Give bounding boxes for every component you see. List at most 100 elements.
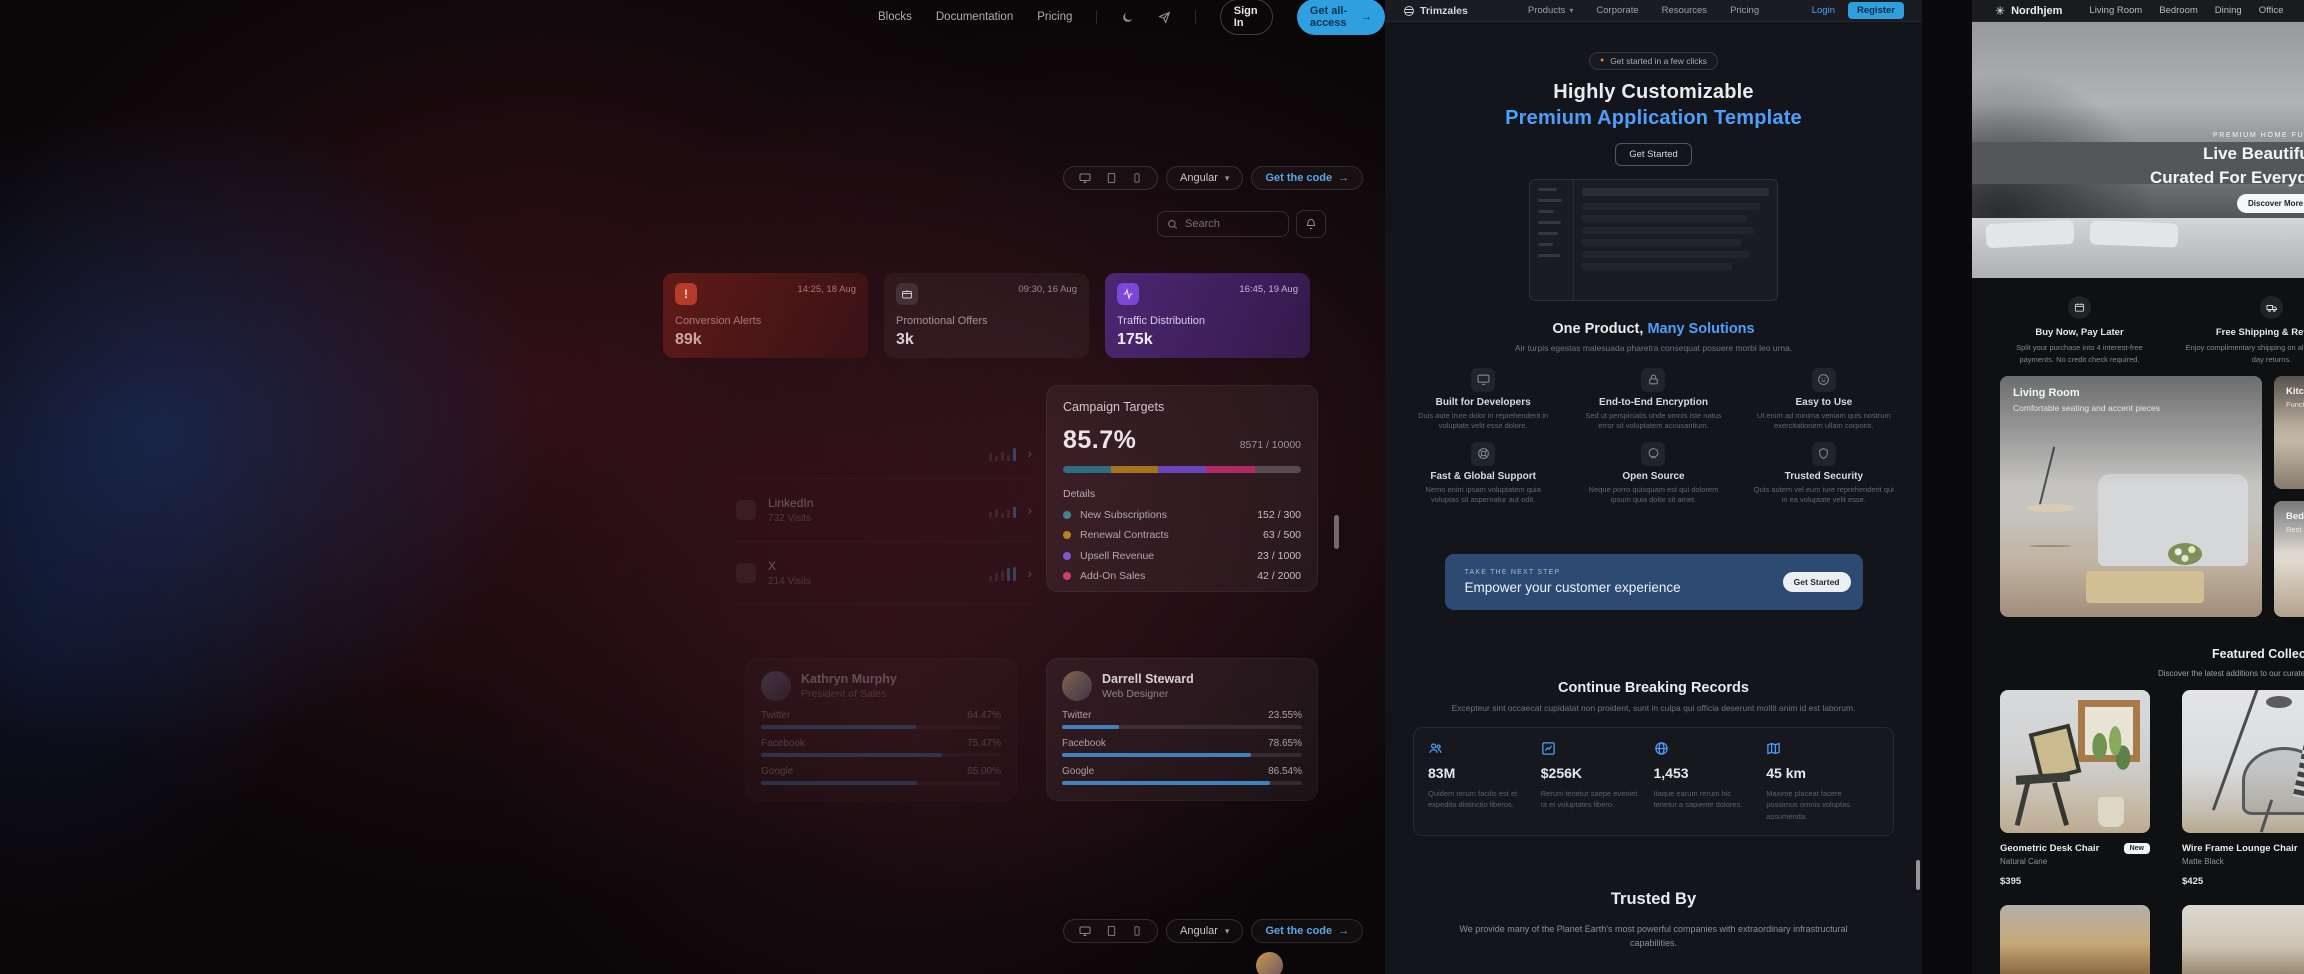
list-item-x[interactable]: X 214 Visits › xyxy=(736,542,1032,605)
metric-row: Twitter 64.47% xyxy=(761,710,1001,729)
product-photo-partial[interactable] xyxy=(2182,905,2304,974)
stat-card-title: Traffic Distribution xyxy=(1117,315,1206,327)
nav-link-living-room[interactable]: Living Room xyxy=(2089,5,2143,16)
campaign-row: New Subscriptions 152 / 300 xyxy=(1063,509,1301,521)
device-toggle-group[interactable] xyxy=(1063,919,1158,943)
feature-desc: Neque porro quisquam est qui dolorem ips… xyxy=(1588,484,1719,505)
lifebuoy-icon xyxy=(1471,441,1496,466)
campaign-row-value: 152 / 300 xyxy=(1257,508,1301,521)
framework-label: Angular xyxy=(1180,925,1218,937)
stats-card: 83M Quidem rerum facilis est et expedita… xyxy=(1413,726,1894,837)
card-icon xyxy=(2068,296,2091,319)
get-the-code-button[interactable]: Get the code → xyxy=(1251,166,1364,190)
product-photo-partial[interactable] xyxy=(2000,905,2150,974)
feature-title: Open Source xyxy=(1622,470,1685,482)
nav-link-corporate[interactable]: Corporate xyxy=(1596,5,1639,16)
preview-controls-bottom: Angular ▾ Get the code → xyxy=(1063,919,1364,943)
category-tile-kitchen[interactable]: Kitchen Functional essentials xyxy=(2274,376,2304,489)
nav-link-office[interactable]: Office xyxy=(2258,5,2284,16)
stat-count: 1,453 Itaque earum rerum hic tenetur a s… xyxy=(1654,741,1767,823)
list-item[interactable]: › xyxy=(736,428,1032,479)
campaign-row-value: 23 / 1000 xyxy=(1257,549,1301,562)
dark-mode-moon-icon[interactable] xyxy=(1121,11,1134,24)
logo-mark-icon: ◎ xyxy=(1803,972,1813,974)
get-all-access-button[interactable]: Get all-access → xyxy=(1296,0,1385,35)
nav-link-pricing[interactable]: Pricing xyxy=(1730,5,1760,16)
nav-link-products[interactable]: Products ▾ xyxy=(1527,5,1574,16)
feature-title: Fast & Global Support xyxy=(1430,470,1536,482)
hero-title-line2: Premium Application Template xyxy=(1505,106,1802,129)
framework-dropdown[interactable]: Angular ▾ xyxy=(1166,166,1244,190)
tile-shade xyxy=(2274,376,2304,489)
lock-icon xyxy=(1641,367,1666,392)
register-button[interactable]: Register xyxy=(1847,2,1904,19)
stat-desc: Itaque earum rerum hic tenetur a sapient… xyxy=(1653,788,1743,810)
hero-section: ● Get started in a few clicks Highly Cus… xyxy=(1385,49,1922,166)
nav-link-bedroom[interactable]: Bedroom xyxy=(2159,5,2198,16)
feature-support: Fast & Global Support Nemo enim ipsam vo… xyxy=(1405,441,1561,506)
list-item-linkedin[interactable]: LinkedIn 732 Visits › xyxy=(736,479,1032,542)
tile-shade xyxy=(2274,501,2304,617)
notifications-button[interactable] xyxy=(1296,210,1326,238)
feature-open-source: Open Source Neque porro quisquam est qui… xyxy=(1575,441,1731,506)
feature-title: Easy to Use xyxy=(1795,396,1853,408)
pillow-shape xyxy=(2089,220,2179,248)
sign-in-button[interactable]: Sign In xyxy=(1219,0,1273,35)
framework-dropdown[interactable]: Angular ▾ xyxy=(1166,919,1244,943)
map-icon xyxy=(1766,741,1879,756)
category-tile-living-room[interactable]: Living Room Comfortable seating and acce… xyxy=(2000,376,2262,617)
product-name: Wire Frame Lounge Chair xyxy=(2182,843,2298,854)
login-link[interactable]: Login xyxy=(1811,5,1835,16)
trimzales-brand[interactable]: Trimzales xyxy=(1403,5,1468,17)
send-icon[interactable] xyxy=(1158,11,1171,24)
feature-grid: Built for Developers Duis aute irure dol… xyxy=(1405,367,1902,506)
search-input[interactable]: Search xyxy=(1157,211,1289,237)
pot-shape xyxy=(2098,797,2124,827)
nav-link-blocks[interactable]: Blocks xyxy=(878,11,912,23)
nav-link-pricing[interactable]: Pricing xyxy=(1037,11,1073,23)
metric-value: 86.54% xyxy=(1268,766,1302,777)
dashboard-search-row: Search xyxy=(1157,210,1326,238)
nav-link-documentation[interactable]: Documentation xyxy=(935,11,1014,23)
stat-card-value: 89k xyxy=(675,331,702,348)
chevron-right-icon: › xyxy=(1027,502,1032,518)
stat-card-alerts[interactable]: ! 14:25, 18 Aug Conversion Alerts 89k xyxy=(663,273,868,358)
desktop-icon xyxy=(1079,926,1091,936)
device-toggle-group[interactable] xyxy=(1063,166,1158,190)
spark-icon: ● xyxy=(1599,57,1605,64)
solutions-subtitle: Air turpis egestas malesuada pharetra co… xyxy=(1514,342,1793,353)
stat-card-traffic-distribution[interactable]: 16:45, 19 Aug Traffic Distribution 175k xyxy=(1105,273,1310,358)
scrollbar-thumb[interactable] xyxy=(1334,515,1339,549)
cta-get-started-button[interactable]: Get Started xyxy=(1782,571,1851,592)
nav-link-resources[interactable]: Resources xyxy=(1661,5,1708,16)
get-started-button[interactable]: Get Started xyxy=(1615,142,1692,166)
search-icon xyxy=(1168,219,1178,229)
hero-photo: PREMIUM HOME FURNITURE Live Beautifully,… xyxy=(1972,22,2304,278)
metric-label: Google xyxy=(761,766,794,777)
product-card-geometric-desk-chair[interactable]: Geometric Desk Chair New Natural Cane $3… xyxy=(2000,690,2150,887)
stat-desc: Maxime placeat facere possimus omnis vol… xyxy=(1766,788,1851,821)
discover-more-button[interactable]: Discover More xyxy=(2237,194,2304,213)
metric-row: Google 86.54% xyxy=(1062,766,1302,785)
avatar xyxy=(761,671,791,701)
stat-card-promotional-offers[interactable]: 09:30, 16 Aug Promotional Offers 3k xyxy=(884,273,1089,358)
nordhjem-brand[interactable]: ✳ Nordhjem xyxy=(1995,4,2062,18)
nav-link-dining[interactable]: Dining xyxy=(2214,5,2242,16)
stat-desc: Quidem rerum facilis est et expedita dis… xyxy=(1428,788,1518,810)
get-the-code-button[interactable]: Get the code → xyxy=(1251,919,1364,943)
product-card-wire-frame-lounge-chair[interactable]: Wire Frame Lounge Chair Matte Black $425 xyxy=(2182,690,2304,887)
campaign-row-label: Renewal Contracts xyxy=(1080,529,1169,541)
truck-icon xyxy=(2260,296,2283,319)
metric-label: Google xyxy=(1062,766,1095,777)
feature-title: Built for Developers xyxy=(1435,396,1531,408)
logo-mark-icon: ⊛ xyxy=(1444,972,1454,974)
mini-bar-chart xyxy=(989,565,1017,581)
metric-row: Google 65.00% xyxy=(761,766,1001,785)
product-price: $425 xyxy=(2182,876,2204,887)
phone-icon xyxy=(1134,926,1140,936)
mini-bar-chart xyxy=(989,445,1017,461)
hero-badge[interactable]: ● Get started in a few clicks xyxy=(1588,51,1719,70)
category-tile-bedroom[interactable]: Bedroom Rest and relaxation xyxy=(2274,501,2304,617)
scrollbar-thumb[interactable] xyxy=(1916,860,1920,890)
metric-value: 64.47% xyxy=(967,710,1001,721)
